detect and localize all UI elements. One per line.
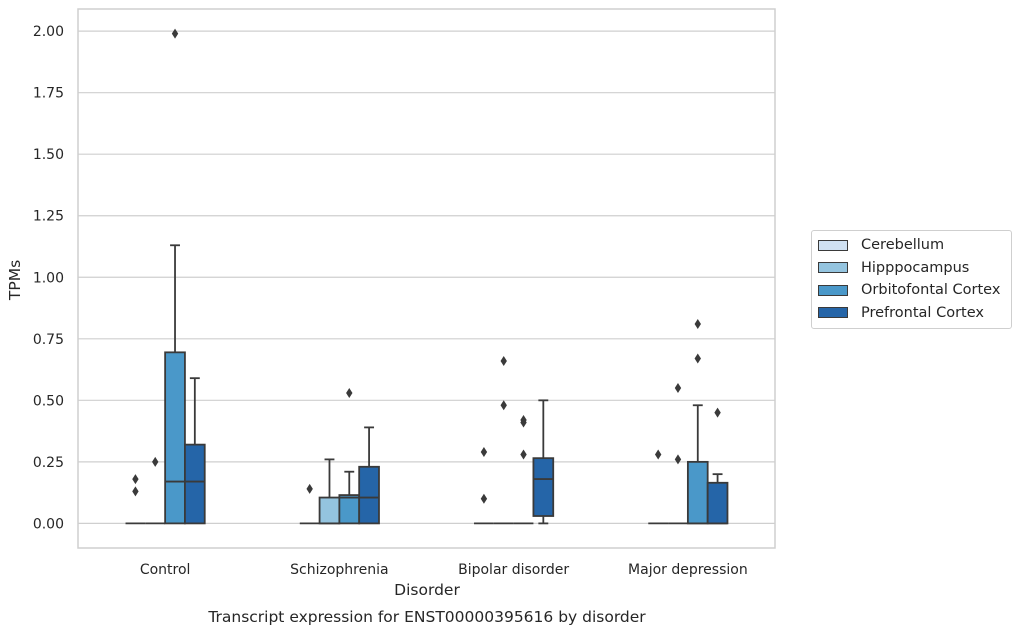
box-orbitofontal-cortex <box>686 319 709 525</box>
chart-caption: Transcript expression for ENST0000039561… <box>207 608 646 626</box>
x-tick-label: Control <box>140 562 191 578</box>
box-hipppocampus <box>668 383 688 525</box>
box-prefrontal-cortex <box>532 399 555 525</box>
outlier-point <box>132 486 139 497</box>
outlier-point <box>171 28 179 39</box>
box-cerebellum <box>474 447 494 525</box>
box-plot-area <box>125 28 729 525</box>
y-axis-label: TPMs <box>6 260 24 301</box>
x-tick-label: Bipolar disorder <box>458 562 569 578</box>
y-tick-label: 1.25 <box>33 209 64 225</box>
legend-item: Prefrontal Cortex <box>812 302 1011 325</box>
outlier-point <box>694 353 701 364</box>
y-tick-label: 1.00 <box>33 270 64 286</box>
y-tick-label: 2.00 <box>33 24 64 40</box>
box-prefrontal-cortex <box>358 426 380 525</box>
box-cerebellum <box>648 449 669 525</box>
legend: Cerebellum Hipppocampus Orbitofontal Corte… <box>811 230 1012 329</box>
legend-swatch <box>818 262 848 274</box>
y-tick-label: 0.75 <box>33 332 64 348</box>
box-iqr <box>358 465 380 525</box>
legend-swatch <box>818 284 848 296</box>
legend-item: Hipppocampus <box>812 257 1011 280</box>
outlier-point <box>714 407 721 418</box>
y-tick-label: 0.00 <box>33 516 64 532</box>
outlier-point <box>152 456 159 467</box>
box-cerebellum <box>299 483 320 525</box>
outlier-point <box>674 383 682 394</box>
legend-label: Orbitofontal Cortex <box>861 282 1001 299</box>
y-axis-ticks: 0.00 0.25 0.50 0.75 1.00 1.25 1.50 1.75 2.00 <box>33 24 64 532</box>
box-iqr <box>184 443 206 525</box>
box-iqr <box>706 481 729 525</box>
legend-item: Orbitofontal Cortex <box>812 279 1011 302</box>
box-cerebellum <box>125 474 146 525</box>
x-tick-label: Schizophrenia <box>290 562 388 578</box>
legend-item: Cerebellum <box>812 234 1011 257</box>
outlier-point <box>500 400 507 411</box>
box-iqr <box>686 460 709 525</box>
y-tick-label: 1.50 <box>33 147 64 163</box>
outlier-point <box>480 447 488 458</box>
box-orbitofontal-cortex <box>164 28 186 525</box>
x-tick-label: Major depression <box>628 562 748 578</box>
x-axis-ticks: Control Schizophrenia Bipolar disorder Majo… <box>140 562 748 578</box>
box-iqr <box>318 496 341 525</box>
y-tick-label: 0.25 <box>33 455 64 471</box>
outlier-point <box>480 493 488 504</box>
box-orbitofontal-cortex <box>338 387 361 525</box>
box-iqr <box>532 457 555 517</box>
x-axis-label: Disorder <box>394 581 460 599</box>
outlier-point <box>694 319 701 330</box>
outlier-point <box>132 474 139 485</box>
outlier-point <box>346 387 353 398</box>
outlier-point <box>520 449 527 460</box>
outlier-point <box>674 454 682 465</box>
y-tick-label: 1.75 <box>33 86 64 102</box>
legend-label: Prefrontal Cortex <box>861 304 984 321</box>
box-hipppocampus <box>493 355 514 525</box>
box-prefrontal-cortex <box>706 407 729 525</box>
legend-label: Cerebellum <box>861 237 945 254</box>
legend-swatch <box>818 239 848 251</box>
legend-swatch <box>818 307 848 319</box>
box-hipppocampus <box>145 456 166 525</box>
box-hipppocampus <box>318 458 341 525</box>
box-iqr <box>164 351 186 525</box>
outlier-point <box>520 415 527 426</box>
box-prefrontal-cortex <box>184 377 206 525</box>
outlier-point <box>500 355 507 366</box>
legend-label: Hipppocampus <box>861 259 970 276</box>
y-tick-label: 0.50 <box>33 393 64 409</box>
outlier-point <box>306 483 313 494</box>
box-orbitofontal-cortex <box>513 415 534 525</box>
outlier-point <box>654 449 662 460</box>
plot-frame <box>77 8 776 549</box>
box-iqr <box>338 494 361 525</box>
